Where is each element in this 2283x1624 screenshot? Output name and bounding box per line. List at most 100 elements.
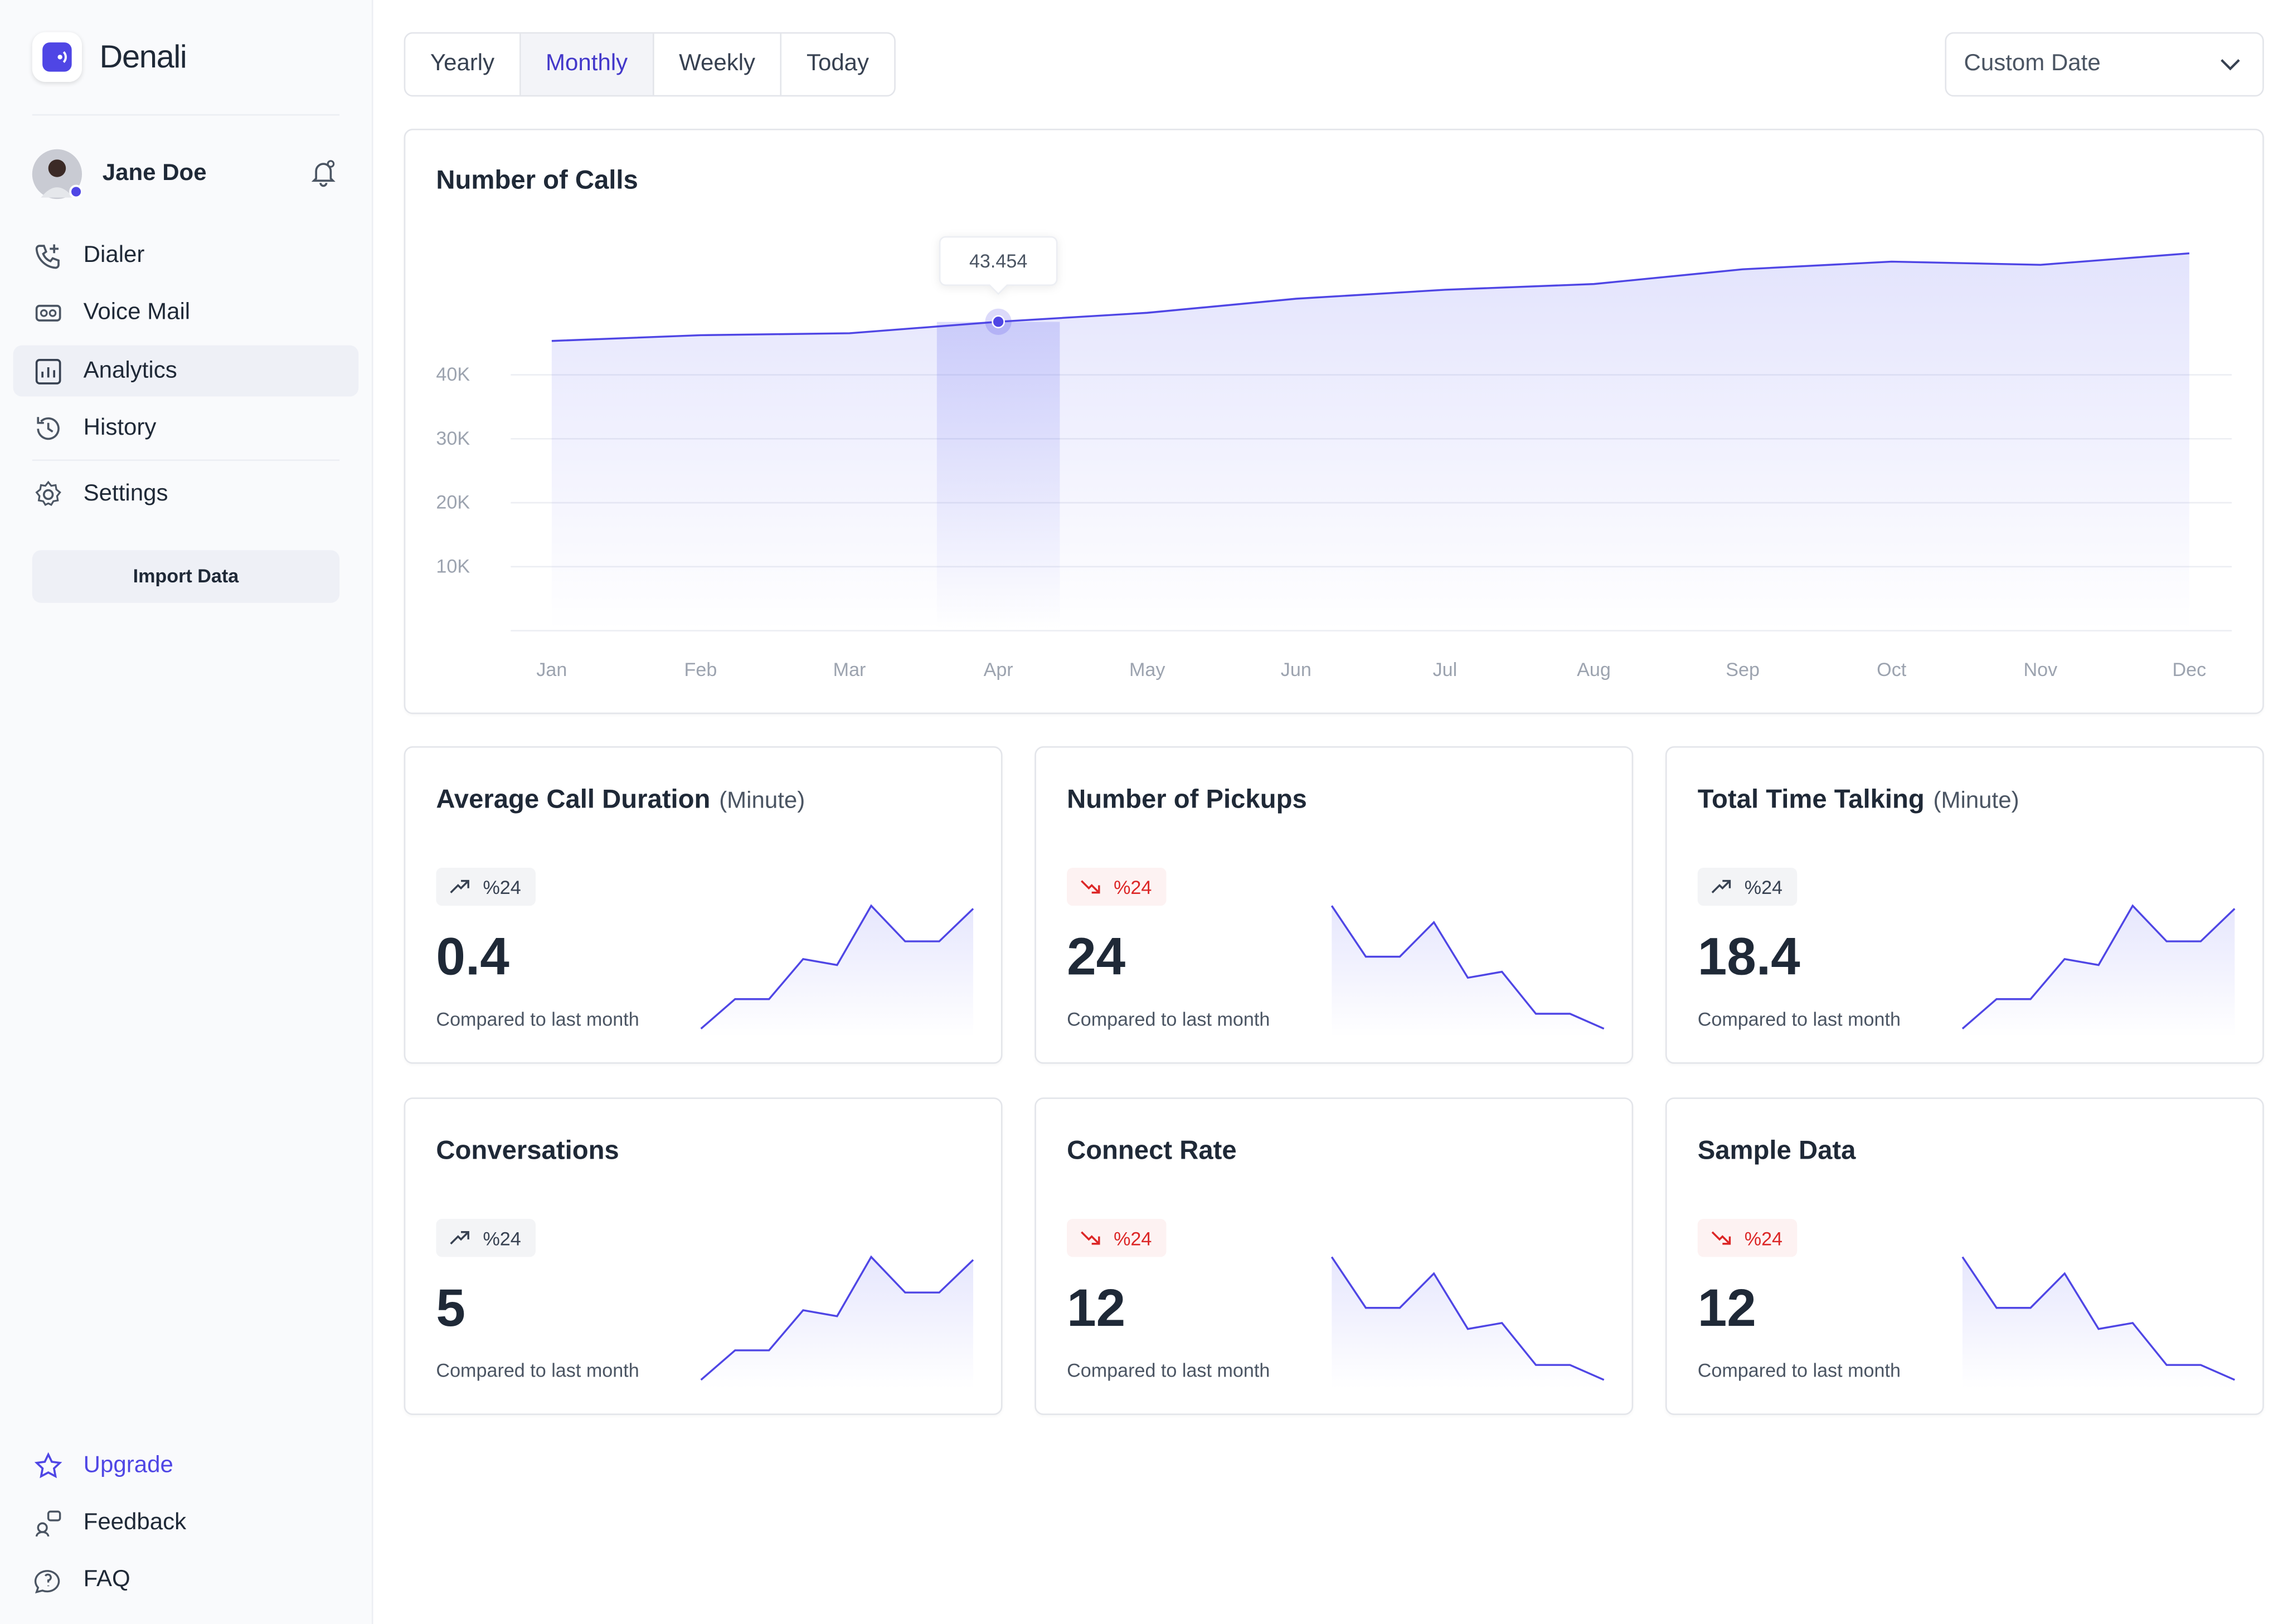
change-text: %24 xyxy=(483,876,521,898)
change-badge: %24 xyxy=(1067,1219,1167,1257)
nav-icon xyxy=(35,244,60,269)
x-tick-label: Jan xyxy=(536,659,567,680)
sparkline-area xyxy=(1332,1257,1604,1389)
bottom-nav-item[interactable]: FAQ xyxy=(13,1554,359,1605)
bottom-nav-item[interactable]: Upgrade xyxy=(13,1440,359,1491)
stat-card: Number of Pickups %24 24 Compared to last m… xyxy=(1034,746,1634,1064)
nav-label: Voice Mail xyxy=(83,300,191,325)
change-text: %24 xyxy=(483,1227,521,1249)
x-tick-label: Oct xyxy=(1877,659,1907,680)
y-tick-label: 30K xyxy=(436,428,470,449)
nav-item[interactable]: Settings xyxy=(13,468,359,519)
change-badge: %24 xyxy=(436,1219,536,1257)
import-button[interactable]: Import Data xyxy=(32,550,340,603)
card-note: Compared to last month xyxy=(1697,1359,1901,1382)
nav-label: History xyxy=(83,415,157,441)
x-tick-label: Feb xyxy=(684,659,717,680)
stat-card: Conversations %24 5 Compared to last month xyxy=(404,1097,1003,1415)
card-note: Compared to last month xyxy=(1697,1008,1901,1030)
sidebar: Denali Jane Doe Dialer Voice Mail Analytic… xyxy=(0,0,373,1624)
card-title: Total Time Talking (Minute) xyxy=(1698,784,2019,815)
nav-icon xyxy=(37,417,60,440)
y-tick-label: 40K xyxy=(436,364,470,385)
sparkline-line xyxy=(700,904,974,1030)
line xyxy=(551,252,2190,342)
x-tick-label: Sep xyxy=(1726,659,1760,680)
card-title-text: Average Call Duration xyxy=(436,784,711,814)
change-text: %24 xyxy=(1744,876,1783,898)
sparkline-line xyxy=(1330,1256,1605,1381)
change-badge: %24 xyxy=(436,867,536,906)
area xyxy=(551,253,2189,631)
chevron xyxy=(2221,59,2240,71)
bottom-nav-item[interactable]: Feedback xyxy=(13,1497,359,1548)
y-tick-label: 20K xyxy=(436,492,470,513)
sparkline-line xyxy=(1330,905,1605,1030)
x-tick-label: Dec xyxy=(2173,659,2207,680)
card-title-text: Total Time Talking xyxy=(1697,784,1925,814)
avatar[interactable] xyxy=(32,149,84,200)
sparkline-line xyxy=(700,1255,974,1381)
change-text: %24 xyxy=(1114,1227,1152,1249)
card-unit: (Minute) xyxy=(719,789,805,814)
trend-icon xyxy=(1711,1231,1731,1245)
card-value: 24 xyxy=(1067,926,1126,986)
x-tick-label: Nov xyxy=(2023,659,2057,680)
nav-item[interactable]: Analytics xyxy=(13,345,359,397)
card-title: Average Call Duration (Minute) xyxy=(436,784,805,815)
x-tick-label: Jun xyxy=(1281,659,1311,680)
card-value: 12 xyxy=(1697,1277,1756,1338)
card-value: 12 xyxy=(1067,1277,1126,1338)
card-title: Sample Data xyxy=(1698,1135,1856,1166)
card-title-text: Connect Rate xyxy=(1067,1135,1237,1165)
card-value: 0.4 xyxy=(436,926,509,986)
tab[interactable]: Weekly xyxy=(654,33,782,95)
chart-card: Number of Calls 10K 20K 30K 40K Jan Feb Mar Apr… xyxy=(404,129,2264,714)
sparkline-line xyxy=(1961,1256,2235,1381)
logo xyxy=(32,32,82,82)
nav-icon xyxy=(34,1570,60,1594)
card-unit: (Minute) xyxy=(1933,789,2019,814)
user-name: Jane Doe xyxy=(102,161,207,186)
logo-icon xyxy=(42,42,72,72)
tab[interactable]: Monthly xyxy=(521,33,654,95)
card-title: Number of Pickups xyxy=(1067,784,1307,815)
period-tabs: Yearly Monthly Weekly Today xyxy=(404,32,896,97)
card-title-text: Number of Pickups xyxy=(1067,784,1307,814)
nav-icon xyxy=(35,1510,61,1537)
nav-icon xyxy=(35,304,61,322)
divider xyxy=(32,459,340,461)
bell-icon[interactable] xyxy=(309,158,338,188)
sparkline xyxy=(1330,905,1605,1038)
trend-icon xyxy=(1081,880,1100,894)
date-select[interactable]: Custom Date xyxy=(1945,32,2264,97)
nav-label: Upgrade xyxy=(83,1453,173,1478)
sparkline xyxy=(700,904,974,1038)
x-tick-label: Jul xyxy=(1433,659,1458,680)
nav-item[interactable]: Voice Mail xyxy=(13,287,359,338)
card-note: Compared to last month xyxy=(1067,1008,1270,1030)
brand: Denali xyxy=(99,38,187,75)
x-tick-label: Mar xyxy=(833,659,866,680)
nav-item[interactable]: Dialer xyxy=(13,230,359,281)
stat-card: Average Call Duration (Minute) %24 0.4 Compa… xyxy=(404,746,1003,1064)
select-label: Custom Date xyxy=(1964,51,2101,76)
change-text: %24 xyxy=(1114,876,1152,898)
nav-label: Feedback xyxy=(83,1510,187,1535)
sparkline-area xyxy=(701,1257,974,1389)
card-value: 18.4 xyxy=(1697,926,1800,986)
trend-icon xyxy=(450,879,469,893)
divider xyxy=(32,114,340,116)
change-badge: %24 xyxy=(1697,867,1798,906)
card-title: Conversations xyxy=(436,1135,619,1166)
nav-item[interactable]: History xyxy=(13,402,359,454)
tooltip-label: 43.454 xyxy=(969,251,1027,272)
sparkline xyxy=(700,1255,974,1389)
tab[interactable]: Yearly xyxy=(405,33,521,95)
sparkline xyxy=(1961,1256,2235,1389)
chart: 10K 20K 30K 40K Jan Feb Mar Apr May Jun Jul Aug Sep O… xyxy=(436,236,2232,680)
card-note: Compared to last month xyxy=(436,1359,639,1382)
tab[interactable]: Today xyxy=(806,51,870,76)
